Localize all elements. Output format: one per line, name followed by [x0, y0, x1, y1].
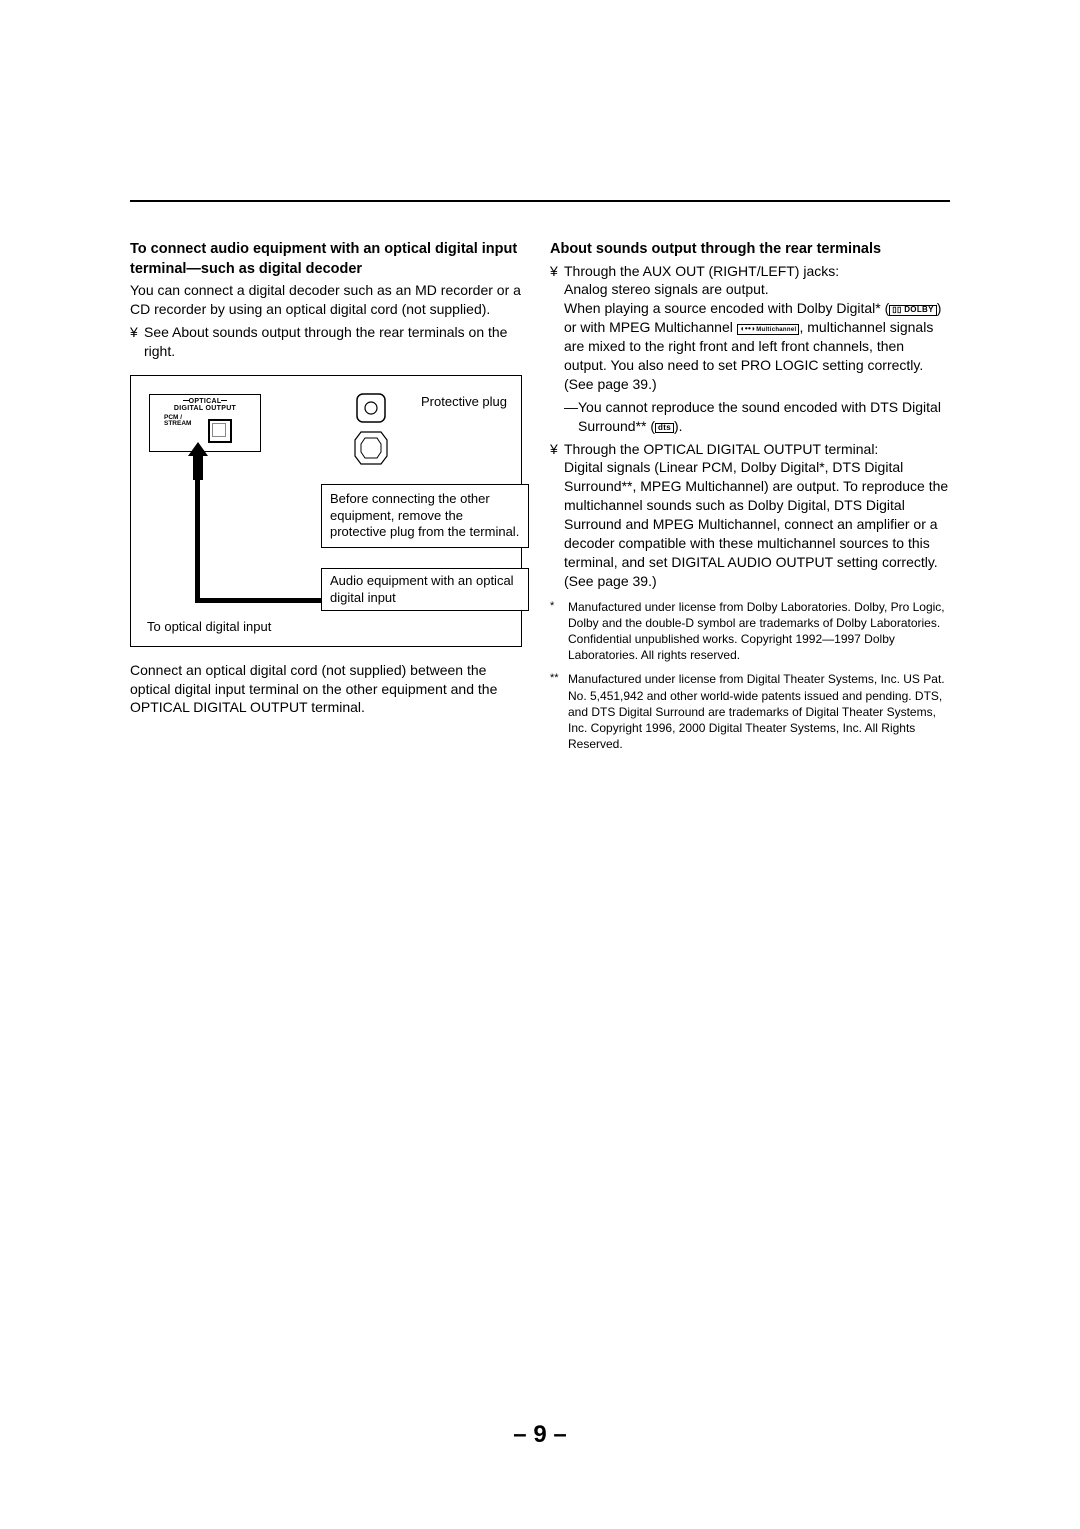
arrow-up-icon — [193, 454, 203, 480]
optical-out-label: Through the OPTICAL DIGITAL OUTPUT termi… — [564, 441, 878, 457]
terminal-label: OPTICAL DIGITAL OUTPUT — [150, 395, 260, 412]
left-column: To connect audio equipment with an optic… — [130, 240, 530, 752]
asterisk-icon: ** — [550, 671, 559, 686]
aux-out-label: Through the AUX OUT (RIGHT/LEFT) jacks: — [564, 263, 839, 279]
left-heading: To connect audio equipment with an optic… — [130, 240, 530, 279]
left-intro: You can connect a digital decoder such a… — [130, 281, 530, 319]
optical-out-section: Through the OPTICAL DIGITAL OUTPUT termi… — [550, 440, 950, 591]
terminal-label-line2: DIGITAL OUTPUT — [174, 405, 236, 412]
connection-diagram: OPTICAL DIGITAL OUTPUT PCM / STREAM — [130, 375, 522, 647]
footnote-dts: ** Manufactured under license from Digit… — [550, 671, 950, 752]
dts-logo-icon: dts — [655, 423, 674, 434]
left-note: See About sounds output through the rear… — [130, 323, 530, 361]
asterisk-icon: * — [550, 599, 554, 614]
to-optical-label: To optical digital input — [147, 618, 271, 636]
protective-plug-label: Protective plug — [421, 394, 507, 410]
jack-inner-icon — [212, 423, 226, 437]
terminal-pcm-label: PCM / STREAM — [150, 415, 260, 427]
cable-horizontal — [195, 598, 325, 603]
two-column-layout: To connect audio equipment with an optic… — [130, 240, 950, 752]
footnote-dolby: * Manufactured under license from Dolby … — [550, 599, 950, 664]
cable-vertical — [195, 480, 200, 600]
manual-page: To connect audio equipment with an optic… — [0, 0, 1080, 1529]
aux-out-section: Through the AUX OUT (RIGHT/LEFT) jacks: … — [550, 262, 950, 394]
aux-out-p1: Analog stereo signals are output. — [564, 281, 769, 297]
dolby-logo-icon: ▯▯ DOLBY — [889, 305, 936, 316]
aux-dash-note: You cannot reproduce the sound encoded w… — [550, 398, 950, 436]
remove-plug-note: Before connecting the other equipment, r… — [321, 484, 529, 549]
right-heading: About sounds output through the rear ter… — [550, 240, 950, 260]
optical-out-p1: Digital signals (Linear PCM, Dolby Digit… — [564, 459, 948, 588]
terminal-label-line1: OPTICAL — [189, 398, 222, 405]
left-connect-note: Connect an optical digital cord (not sup… — [130, 661, 530, 718]
mpeg-logo-icon: ◖••◗Multichannel — [737, 324, 800, 335]
page-number: – 9 – — [0, 1421, 1080, 1449]
divider — [130, 200, 950, 202]
aux-out-p2: When playing a source encoded with Dolby… — [564, 300, 941, 392]
audio-equipment-note: Audio equipment with an optical digital … — [321, 568, 529, 612]
right-column: About sounds output through the rear ter… — [550, 240, 950, 752]
protective-plug-icon — [351, 390, 407, 470]
